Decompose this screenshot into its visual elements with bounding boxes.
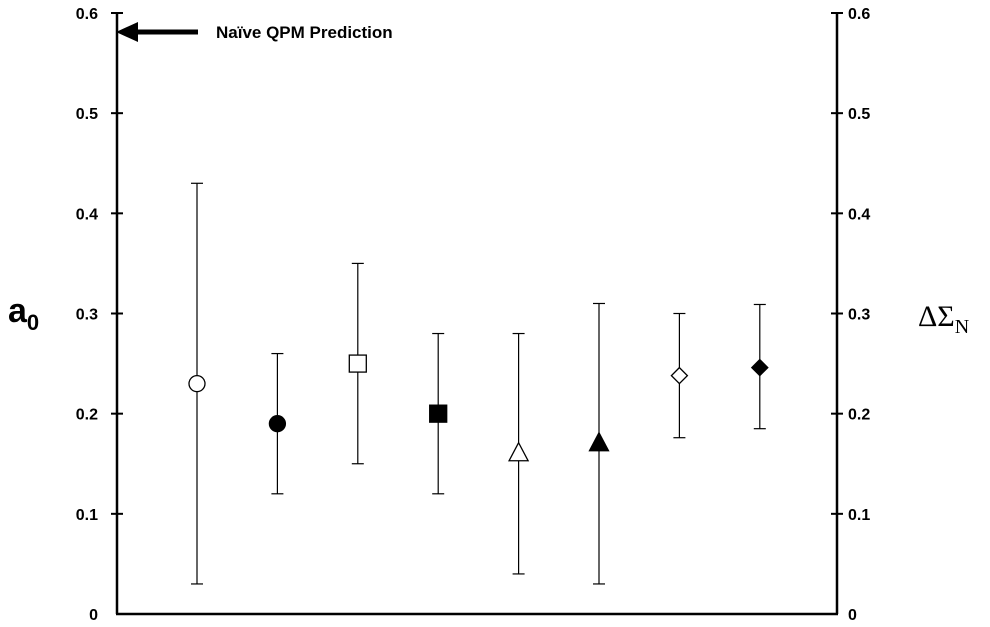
open-diamond-marker (670, 366, 689, 385)
filled-triangle-marker (588, 431, 610, 452)
left-y-tick-label: 0.3 (76, 307, 98, 324)
left-y-tick-label: 0 (89, 607, 98, 624)
open-circle-marker (188, 374, 206, 393)
right-y-tick-label: 0.4 (848, 206, 870, 223)
data-point (508, 332, 530, 575)
ticks: 0 0 0.1 0.1 0.2 0.2 0.3 0.3 0.4 0.4 0.5 0.5 0.6 0.6 (76, 6, 871, 624)
axis-labels: a0 ΔΣN (8, 292, 969, 338)
right-y-tick-label: 0.5 (848, 106, 870, 123)
right-y-tick-label: 0.1 (848, 507, 870, 524)
annotation: Naïve QPM Prediction (116, 22, 393, 42)
y-axis-label-right-sub: N (955, 316, 969, 338)
left-y-tick-label: 0.6 (76, 6, 98, 23)
open-triangle-marker (508, 441, 530, 462)
annotation-arrow-head-icon (116, 22, 138, 42)
right-y-tick-label: 0.6 (848, 6, 870, 23)
left-y-tick-label: 0.5 (76, 106, 98, 123)
right-y-tick-label: 0.3 (848, 307, 870, 324)
y-axis-label-right: ΔΣN (918, 300, 969, 338)
y-axis-label-left: a0 (8, 292, 39, 335)
left-y-tick-label: 0.1 (76, 507, 98, 524)
left-y-tick-label: 0.2 (76, 407, 98, 424)
y-axis-label-right-main: ΔΣ (918, 300, 955, 333)
left-y-tick-label: 0.4 (76, 206, 98, 223)
data-point (188, 182, 206, 585)
annotation-label: Naïve QPM Prediction (216, 23, 393, 42)
axes (115, 13, 839, 616)
y-axis-label-left-sub: 0 (27, 310, 39, 335)
data-point (670, 312, 689, 439)
filled-diamond-marker (750, 358, 769, 377)
filled-square-marker (429, 404, 448, 423)
open-square-marker (348, 354, 367, 373)
data-point (348, 262, 367, 465)
data-point (588, 302, 610, 585)
data-points (188, 182, 769, 585)
data-point (268, 352, 287, 495)
right-y-tick-label: 0 (848, 607, 857, 624)
data-point (429, 332, 448, 495)
y-axis-label-left-main: a (8, 292, 28, 330)
right-y-tick-label: 0.2 (848, 407, 870, 424)
data-point (750, 303, 769, 430)
filled-circle-marker (268, 415, 287, 433)
